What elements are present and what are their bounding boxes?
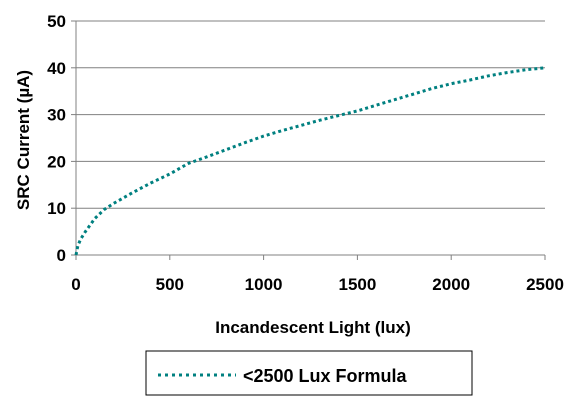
y-tick-label: 50 <box>47 12 66 31</box>
x-tick-label: 1500 <box>338 275 376 294</box>
y-axis-label: SRC Current (µA) <box>14 70 33 210</box>
y-tick-label: 40 <box>47 59 66 78</box>
legend: <2500 Lux Formula <box>145 350 473 396</box>
series-line-0 <box>74 66 546 256</box>
x-axis-label: Incandescent Light (lux) <box>215 318 411 337</box>
x-tick-label: 1000 <box>245 275 283 294</box>
x-tick-label: 2000 <box>432 275 470 294</box>
gridlines <box>71 20 546 260</box>
x-tick-label: 0 <box>71 275 80 294</box>
legend-label: <2500 Lux Formula <box>243 366 408 386</box>
x-tick-label: 500 <box>156 275 184 294</box>
y-tick-label: 10 <box>47 199 66 218</box>
y-tick-label: 30 <box>47 106 66 125</box>
legend-box <box>145 350 473 396</box>
x-tick-labels: 0 500 1000 1500 2000 2500 <box>71 275 564 294</box>
y-tick-label: 0 <box>57 246 66 265</box>
y-tick-labels: 0 10 20 30 40 50 <box>47 12 66 265</box>
x-tick-label: 2500 <box>526 275 564 294</box>
series-layer <box>74 66 546 256</box>
y-tick-label: 20 <box>47 152 66 171</box>
axes <box>75 21 545 256</box>
